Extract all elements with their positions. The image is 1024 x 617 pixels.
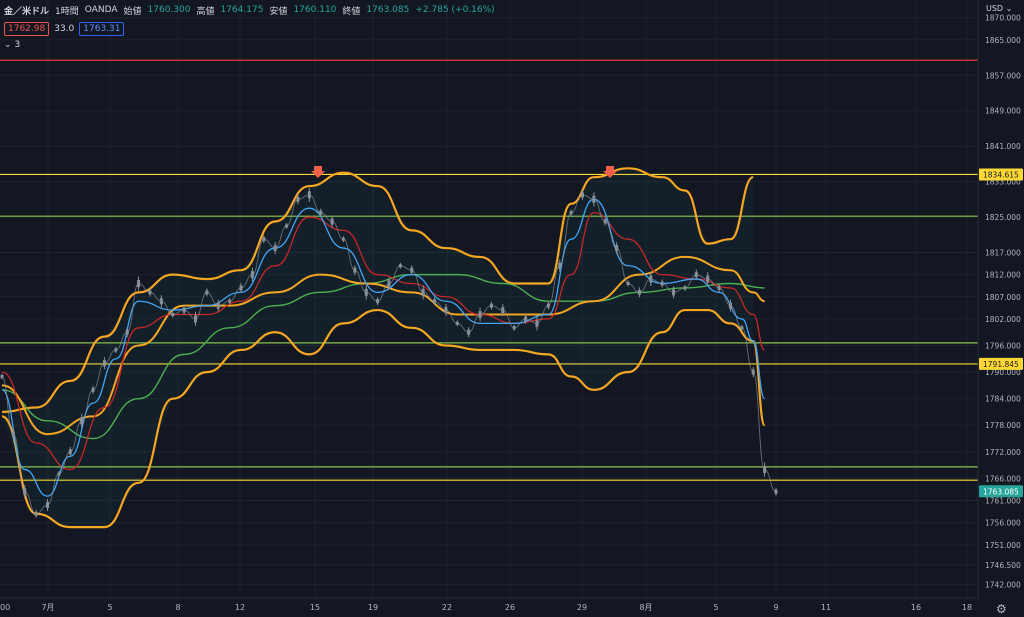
spread-value: 33.0 (54, 24, 75, 34)
y-tick-label: 1790.000 (985, 368, 1021, 377)
y-tick-label: 1865.000 (985, 36, 1021, 45)
x-tick-label: 12 (235, 603, 245, 612)
x-tick-label: 5 (713, 603, 718, 612)
down-arrow-icon (311, 166, 325, 178)
time-axis[interactable]: 00 7月 5 8 12 15 19 22 26 29 8月 5 9 11 16 18 (0, 597, 978, 612)
price-line (0, 187, 778, 518)
price-axis[interactable]: 1870.000 1865.000 1857.000 1849.000 1841.000… (977, 0, 1024, 617)
bollinger-upper (1, 167, 754, 414)
interval-label[interactable]: 1時間 (55, 6, 79, 17)
buy-button[interactable]: 1763.31 (79, 22, 125, 36)
x-tick-label: 11 (821, 603, 831, 612)
price-axis-bg (978, 0, 1024, 617)
y-tick-label: 1778.000 (985, 421, 1021, 430)
x-tick-label: 7月 (41, 603, 54, 612)
bollinger-lower-tail (752, 339, 766, 427)
y-tick-label: 1742.000 (985, 581, 1021, 590)
down-arrow-icon (603, 166, 617, 178)
y-tick-label: 1772.000 (985, 448, 1021, 457)
low-label: 安値 (269, 6, 288, 17)
change-value: +2.785 (+0.16%) (415, 5, 495, 15)
high-label: 高値 (196, 6, 215, 17)
low-value: 1760.110 (293, 5, 337, 15)
symbol-name[interactable]: 金／米ドル (4, 6, 50, 17)
bollinger-lower (1, 308, 754, 529)
x-tick-label: 19 (368, 603, 378, 612)
y-tick-label: 1825.000 (985, 213, 1021, 222)
y-tick-label: 1817.000 (985, 248, 1021, 257)
chevron-down-icon: ⌄ (4, 40, 12, 50)
currency-label[interactable]: USD ⌄ (986, 4, 1013, 13)
open-label: 始値 (123, 6, 142, 17)
x-tick-label: 8 (175, 603, 180, 612)
x-tick-label: 5 (107, 603, 112, 612)
y-tick-label: 1802.000 (985, 315, 1021, 324)
indicators-count: 3 (14, 40, 21, 50)
ma-blue (1, 198, 766, 497)
y-tick-label: 1807.000 (985, 293, 1021, 302)
x-tick-label: 8月 (639, 603, 652, 612)
indicators-toggle[interactable]: ⌄ 3 (4, 40, 20, 50)
x-tick-label: 29 (577, 603, 587, 612)
close-label: 終値 (342, 6, 361, 17)
y-tick-label: 1796.000 (985, 342, 1021, 351)
horizontal-levels (0, 59, 978, 481)
y-tick-label: 1833.000 (985, 178, 1021, 187)
last-price-bg (979, 485, 1023, 498)
y-tick-label: 1857.000 (985, 71, 1021, 80)
trade-panel: 1762.98 33.0 1763.31 (4, 22, 125, 36)
high-value: 1764.175 (220, 5, 264, 15)
price-trace (1, 194, 777, 515)
x-tick-label: 22 (442, 603, 452, 612)
bollinger-bands (1, 167, 766, 529)
level-label-bg (979, 357, 1023, 370)
broker-label: OANDA (84, 5, 118, 15)
ma-orange (1, 255, 765, 436)
chart-grid (0, 0, 978, 598)
x-tick-label: 00 (0, 603, 10, 612)
x-tick-label: 18 (962, 603, 972, 612)
x-tick-label: 9 (773, 603, 778, 612)
level-label-bg (979, 168, 1023, 181)
chart-legend: 金／米ドル 1時間 OANDA 始値 1760.300 高値 1764.175 安値… (0, 0, 495, 20)
level-label: 1834.615 (983, 170, 1019, 179)
sell-button[interactable]: 1762.98 (4, 22, 50, 36)
y-tick-label: 1841.000 (985, 142, 1021, 151)
last-price-label: 1763.085 (983, 487, 1019, 496)
close-value: 1763.085 (366, 5, 410, 15)
bollinger-fill (2, 168, 754, 528)
y-tick-label: 1849.000 (985, 107, 1021, 116)
level-label: 1791.845 (983, 360, 1019, 369)
x-tick-label: 15 (310, 603, 320, 612)
x-tick-label: 26 (505, 603, 515, 612)
x-tick-label: 16 (911, 603, 921, 612)
y-tick-label: 1756.000 (985, 519, 1021, 528)
y-tick-label: 1870.000 (985, 14, 1021, 23)
y-tick-label: 1766.000 (985, 474, 1021, 483)
y-tick-label: 1784.000 (985, 395, 1021, 404)
y-tick-label: 1812.000 (985, 271, 1021, 280)
marker-arrows (311, 166, 617, 178)
y-tick-label: 1746.500 (985, 561, 1021, 570)
y-tick-label: 1761.000 (985, 497, 1021, 506)
gear-icon[interactable]: ⚙ (996, 602, 1007, 616)
y-tick-label: 1751.000 (985, 541, 1021, 550)
open-value: 1760.300 (147, 5, 191, 15)
